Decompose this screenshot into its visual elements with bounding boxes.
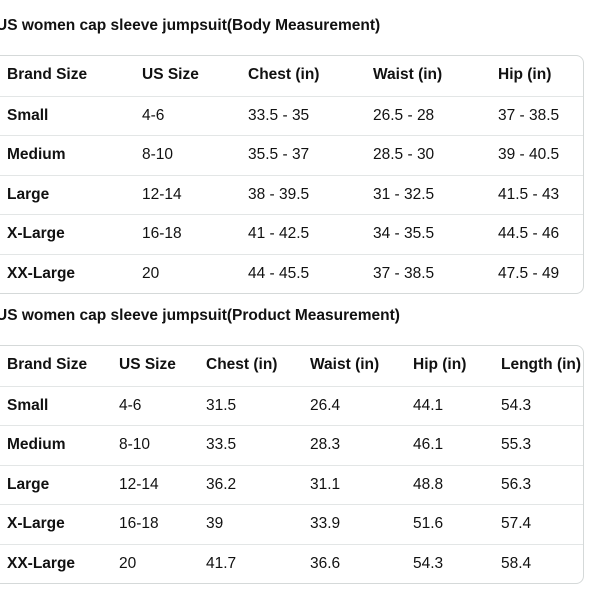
header-cell: Hip (in) xyxy=(498,66,552,83)
table-cell: 16-18 xyxy=(142,225,182,242)
table-cell: 26.4 xyxy=(310,396,341,414)
header-cell: Waist (in) xyxy=(373,66,443,83)
table-title: US women cap sleeve jumpsuit(Body Measur… xyxy=(0,17,381,34)
table-cell: 31 - 32.5 xyxy=(373,185,435,203)
table-cell: 20 xyxy=(119,554,137,572)
table-cell: 51.6 xyxy=(413,515,444,532)
table-cell: 37 - 38.5 xyxy=(498,106,560,124)
table-cell: 44.1 xyxy=(413,396,444,414)
header-cell: Brand Size xyxy=(7,356,88,373)
table-cell: 38 - 39.5 xyxy=(248,185,310,203)
table-cell: 34 - 35.5 xyxy=(373,225,435,242)
header-cell: Chest (in) xyxy=(248,66,320,83)
table-cell: Large xyxy=(7,475,50,493)
table-cell: Medium xyxy=(7,436,66,453)
header-cell: Waist (in) xyxy=(310,356,380,373)
table-cell: 41.7 xyxy=(206,554,237,572)
table-row: Large 12-14 38 - 39.5 31 - 32.5 41.5 - 43 xyxy=(0,174,583,215)
size-table: Brand Size US Size Chest (in) Waist (in) Hip… xyxy=(0,55,584,294)
table-cell: Medium xyxy=(7,146,66,163)
table-cell: 8-10 xyxy=(142,146,174,163)
table-row: Medium 8-10 33.5 28.3 46.1 55.3 xyxy=(0,425,583,465)
table-row: Small 4-6 31.5 26.4 44.1 54.3 xyxy=(0,385,583,426)
table-cell: 8-10 xyxy=(119,436,151,453)
table-cell: Large xyxy=(7,185,50,203)
table-cell: 44.5 - 46 xyxy=(498,225,560,242)
table-cell: 4-6 xyxy=(119,396,142,414)
table-cell: 12-14 xyxy=(142,185,182,203)
table-cell: X-Large xyxy=(7,515,65,532)
table-cell: 12-14 xyxy=(119,475,159,493)
table-cell: 31.1 xyxy=(310,475,341,493)
table-cell: 36.6 xyxy=(310,554,341,572)
table-cell: 28.3 xyxy=(310,436,341,453)
table-cell: Small xyxy=(7,396,49,414)
table-cell: XX-Large xyxy=(7,554,76,572)
header-cell: US Size xyxy=(142,66,199,83)
table-row: X-Large 16-18 41 - 42.5 34 - 35.5 44.5 - 46 xyxy=(0,214,583,254)
header-cell: Hip (in) xyxy=(413,356,467,373)
table-cell: 41.5 - 43 xyxy=(498,185,560,203)
table-cell: 31.5 xyxy=(206,396,237,414)
table-cell: 44 - 45.5 xyxy=(248,264,310,282)
header-cell: Chest (in) xyxy=(206,356,278,373)
header-cell: Length (in) xyxy=(501,356,582,373)
table-cell: 16-18 xyxy=(119,515,159,532)
table-cell: 57.4 xyxy=(501,515,532,532)
table-row: X-Large 16-18 39 33.9 51.6 57.4 xyxy=(0,504,583,544)
header-row: Brand Size US Size Chest (in) Waist (in) Hip… xyxy=(0,346,583,386)
table-row: Small 4-6 33.5 - 35 26.5 - 28 37 - 38.5 xyxy=(0,95,583,136)
table-cell: 33.5 - 35 xyxy=(248,106,310,124)
table-cell: 54.3 xyxy=(413,554,444,572)
table-cell: 46.1 xyxy=(413,436,444,453)
table-cell: X-Large xyxy=(7,225,65,242)
table-cell: 33.5 xyxy=(206,436,237,453)
table-row: Medium 8-10 35.5 - 37 28.5 - 30 39 - 40.5 xyxy=(0,135,583,175)
header-cell: US Size xyxy=(119,356,176,373)
header-cell: Brand Size xyxy=(7,66,88,83)
table-cell: 35.5 - 37 xyxy=(248,146,310,163)
table-cell: Small xyxy=(7,106,49,124)
table-cell: 47.5 - 49 xyxy=(498,264,560,282)
header-row: Brand Size US Size Chest (in) Waist (in) Hip… xyxy=(0,56,583,96)
table-cell: 20 xyxy=(142,264,160,282)
table-cell: 58.4 xyxy=(501,554,532,572)
table-cell: XX-Large xyxy=(7,264,76,282)
table-row: XX-Large 20 41.7 36.6 54.3 58.4 xyxy=(0,543,583,584)
table-cell: 26.5 - 28 xyxy=(373,106,435,124)
table-row: Large 12-14 36.2 31.1 48.8 56.3 xyxy=(0,464,583,505)
table-cell: 56.3 xyxy=(501,475,532,493)
table-cell: 48.8 xyxy=(413,475,444,493)
table-cell: 28.5 - 30 xyxy=(373,146,435,163)
table-cell: 39 xyxy=(206,515,224,532)
table-cell: 36.2 xyxy=(206,475,237,493)
table-cell: 39 - 40.5 xyxy=(498,146,560,163)
table-row: XX-Large 20 44 - 45.5 37 - 38.5 47.5 - 49 xyxy=(0,253,583,294)
table-cell: 37 - 38.5 xyxy=(373,264,435,282)
table-cell: 33.9 xyxy=(310,515,341,532)
table-cell: 4-6 xyxy=(142,106,165,124)
size-table: Brand Size US Size Chest (in) Waist (in) Hip… xyxy=(0,345,584,584)
table-cell: 41 - 42.5 xyxy=(248,225,310,242)
table-cell: 54.3 xyxy=(501,396,532,414)
table-title: US women cap sleeve jumpsuit(Product Mea… xyxy=(0,307,400,324)
table-cell: 55.3 xyxy=(501,436,532,453)
